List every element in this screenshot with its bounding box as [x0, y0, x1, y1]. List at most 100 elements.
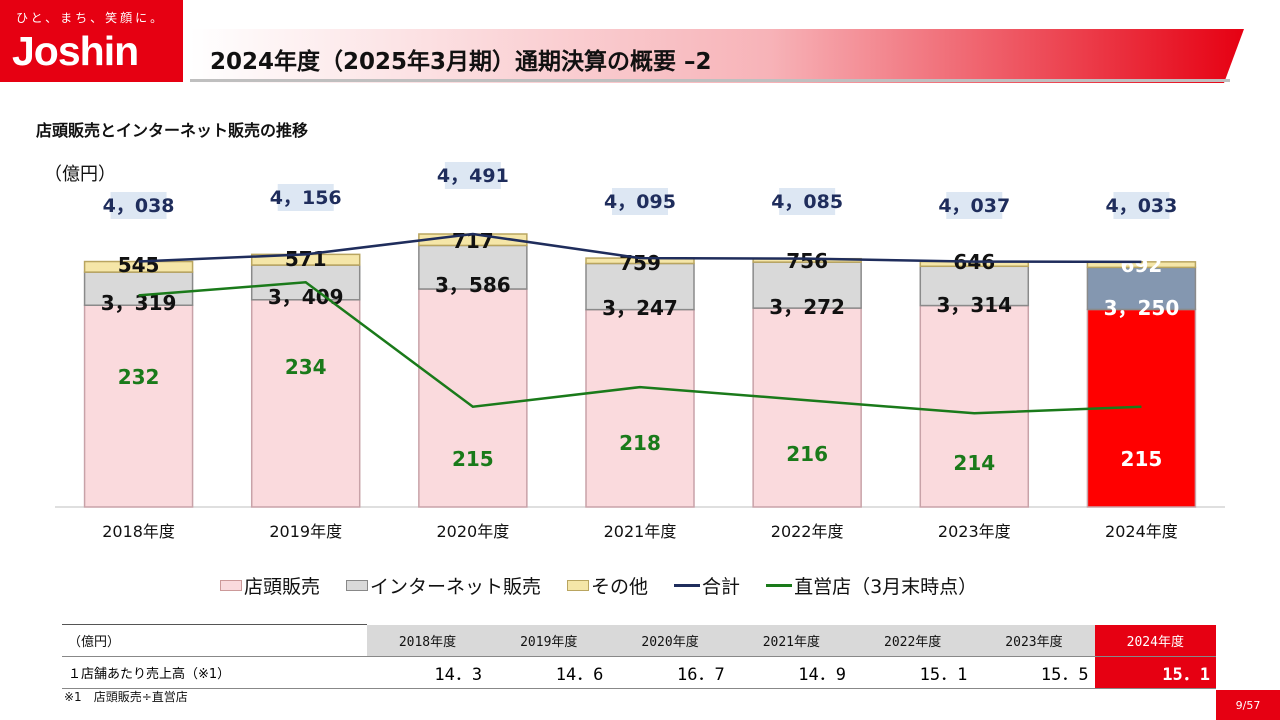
table-year-2023: 2023年度 [973, 624, 1095, 657]
stores-label: 215 [1121, 447, 1163, 471]
internet-sales-label: 717 [452, 229, 494, 253]
total-label: 4，095 [604, 191, 676, 213]
total-label: 4，156 [270, 187, 342, 209]
stores-label: 215 [452, 447, 494, 471]
x-tick-label: 2019年度 [269, 522, 342, 541]
logo-tagline: ひと、まち、笑顔に。 [16, 11, 166, 25]
bar-store-2 [250, 299, 361, 508]
legend-other: その他 [567, 572, 648, 599]
page-title: 2024年度（2025年3月期）通期決算の概要 –2 [210, 49, 712, 75]
total-label: 4，037 [938, 195, 1010, 217]
x-tick-label: 2024年度 [1105, 522, 1178, 541]
total-label: 4，038 [103, 195, 175, 217]
legend-label-stores: 直営店（3月末時点） [794, 576, 978, 598]
stores-label: 214 [953, 451, 995, 475]
stores-line [138, 281, 1142, 415]
store-sales-label: 3，272 [769, 295, 845, 319]
store-sales-label: 3，250 [1104, 296, 1180, 320]
total-label-bg [779, 188, 836, 215]
table-unit: （億円） [62, 624, 367, 657]
stores-label: 216 [786, 442, 828, 466]
total-line [138, 232, 1142, 264]
legend-label-store: 店頭販売 [244, 576, 321, 598]
legend-swatch-store [220, 580, 242, 591]
stores-label: 218 [619, 431, 661, 455]
section-title: 店頭販売とインターネット販売の推移 [36, 121, 309, 140]
bar-other-1 [83, 260, 194, 273]
total-label-bg [110, 192, 167, 219]
bar-internet-1 [83, 271, 194, 306]
table-year-2019: 2019年度 [488, 624, 610, 657]
bar-store-6 [919, 304, 1030, 508]
bar-internet-5 [752, 261, 862, 309]
bar-store-5 [752, 307, 862, 508]
table-year-2024: 2024年度 [1094, 624, 1216, 657]
internet-sales-label: 545 [118, 253, 160, 277]
legend-line-stores [766, 584, 793, 587]
total-label: 4，033 [1105, 195, 1177, 217]
total-label: 4，085 [771, 191, 843, 213]
table-value-2018: 14．3 [366, 656, 489, 689]
footnote: ※1 店頭販売÷直営店 [64, 690, 188, 704]
table-value-2023: 15．5 [973, 656, 1095, 689]
table-row: １店舗あたり売上高（※1） 14．3 14．6 16．7 14．9 15．1 1… [62, 656, 1216, 689]
x-tick-label: 2020年度 [436, 522, 509, 541]
legend-label-other: その他 [591, 576, 649, 598]
x-tick-label: 2023年度 [938, 522, 1011, 541]
store-sales-label: 3，247 [602, 296, 678, 320]
store-sales-label: 3，314 [936, 293, 1012, 317]
internet-sales-label: 759 [619, 251, 661, 275]
internet-sales-label: 571 [285, 247, 327, 271]
total-label-bg [1113, 192, 1170, 219]
table-year-2022: 2022年度 [852, 624, 974, 657]
legend-swatch-internet [346, 580, 369, 591]
table-value-2021: 14．9 [730, 656, 853, 689]
table-year-2020: 2020年度 [609, 624, 731, 657]
legend-store-sales: 店頭販売 [220, 572, 320, 599]
sales-per-store-table: （億円） 2018年度 2019年度 2020年度 2021年度 2022年度 … [62, 624, 1216, 689]
table-year-2021: 2021年度 [730, 624, 853, 657]
store-sales-label: 3，409 [268, 285, 344, 309]
total-label: 4，491 [437, 165, 509, 187]
legend-label-total: 合計 [702, 576, 741, 598]
table-value-2022: 15．1 [852, 656, 974, 689]
unit-label: （億円） [44, 164, 116, 185]
table-row-label: １店舗あたり売上高（※1） [62, 656, 367, 689]
legend-stores: 直営店（3月末時点） [766, 572, 977, 599]
legend-swatch-other [567, 580, 590, 591]
total-label-bg [444, 162, 501, 189]
table-header-row: （億円） 2018年度 2019年度 2020年度 2021年度 2022年度 … [62, 624, 1216, 657]
bar-internet-6 [919, 265, 1030, 307]
page-number: 9/57 [1216, 690, 1280, 720]
logo-brand: Joshin [12, 28, 139, 74]
total-label-bg [946, 192, 1003, 219]
bar-internet-7 [1086, 266, 1197, 311]
bar-internet-3 [418, 244, 528, 290]
bar-store-1 [83, 304, 194, 508]
x-tick-label: 2022年度 [771, 522, 844, 541]
total-label-bg [612, 188, 668, 215]
legend-internet-sales: インターネット販売 [346, 572, 541, 599]
store-sales-label: 3，586 [435, 273, 511, 297]
table-value-2019: 14．6 [488, 656, 610, 689]
table-value-2020: 16．7 [609, 656, 731, 689]
table-value-2024: 15．1 [1094, 656, 1216, 689]
table-year-2018: 2018年度 [366, 624, 489, 657]
internet-sales-label: 756 [786, 249, 828, 273]
sales-chart: （億円） 2018年度 2019年度 2020年度 2021年度 2022年度 2023年度… [44, 162, 1225, 541]
bar-store-4 [585, 308, 695, 508]
legend-label-internet: インターネット販売 [370, 576, 542, 598]
title-bar-background [190, 29, 1244, 83]
title-bar: 2024年度（2025年3月期）通期決算の概要 –2 [190, 29, 1244, 83]
total-label-bg [277, 184, 334, 211]
x-tick-label: 2018年度 [102, 522, 175, 541]
bar-store-3 [418, 288, 528, 508]
joshin-logo: ひと、まち、笑顔に。 Joshin [0, 0, 183, 82]
legend-total: 合計 [674, 572, 740, 599]
stores-label: 234 [285, 355, 327, 379]
internet-sales-label: 692 [1121, 253, 1163, 277]
stores-label: 232 [118, 365, 160, 389]
chart-legend: 店頭販売 インターネット販売 その他 合計 直営店（3月末時点） [220, 572, 977, 599]
x-tick-label: 2021年度 [604, 522, 677, 541]
legend-line-total [674, 584, 701, 587]
